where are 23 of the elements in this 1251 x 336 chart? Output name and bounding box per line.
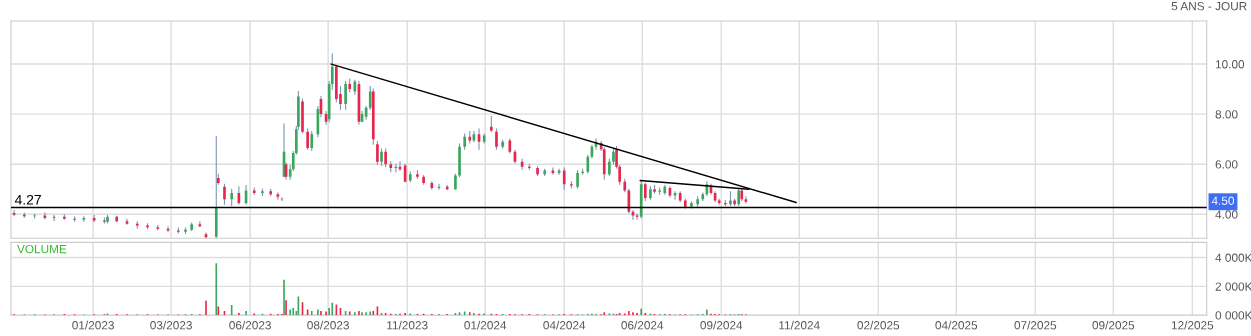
x-tick-label: 07/2025 xyxy=(1014,320,1057,330)
y-tick-label: 8.00 xyxy=(1215,110,1238,119)
x-tick-label: 04/2025 xyxy=(935,320,978,330)
x-tick-label: 11/2023 xyxy=(387,320,428,330)
x-tick-label: 01/2023 xyxy=(72,320,114,330)
ref-line-label: 4.27 xyxy=(14,194,41,205)
annotation: 4.50 xyxy=(1211,196,1235,205)
x-tick-label: 06/2023 xyxy=(229,320,271,330)
x-tick-label: 12/2025 xyxy=(1171,320,1214,330)
x-tick-label: 09/2024 xyxy=(700,320,743,330)
chart-title: VOLUME xyxy=(17,244,67,254)
y-tick-label: 6.00 xyxy=(1215,160,1238,169)
x-tick-label: 01/2024 xyxy=(464,320,507,330)
y-tick-label: 4.00 xyxy=(1215,210,1238,219)
x-tick-label: 09/2025 xyxy=(1092,320,1135,330)
y-tick-label: 10.00 xyxy=(1215,60,1245,69)
x-tick-label: 02/2025 xyxy=(857,320,900,330)
x-tick-label: 08/2023 xyxy=(307,320,349,330)
chart-subtitle: 5 ANS - JOUR xyxy=(1171,1,1247,11)
x-tick-label: 04/2024 xyxy=(543,320,586,330)
x-tick-label: 03/2023 xyxy=(150,320,192,330)
x-tick-label: 11/2024 xyxy=(779,320,820,330)
x-tick-label: 06/2024 xyxy=(621,320,664,330)
